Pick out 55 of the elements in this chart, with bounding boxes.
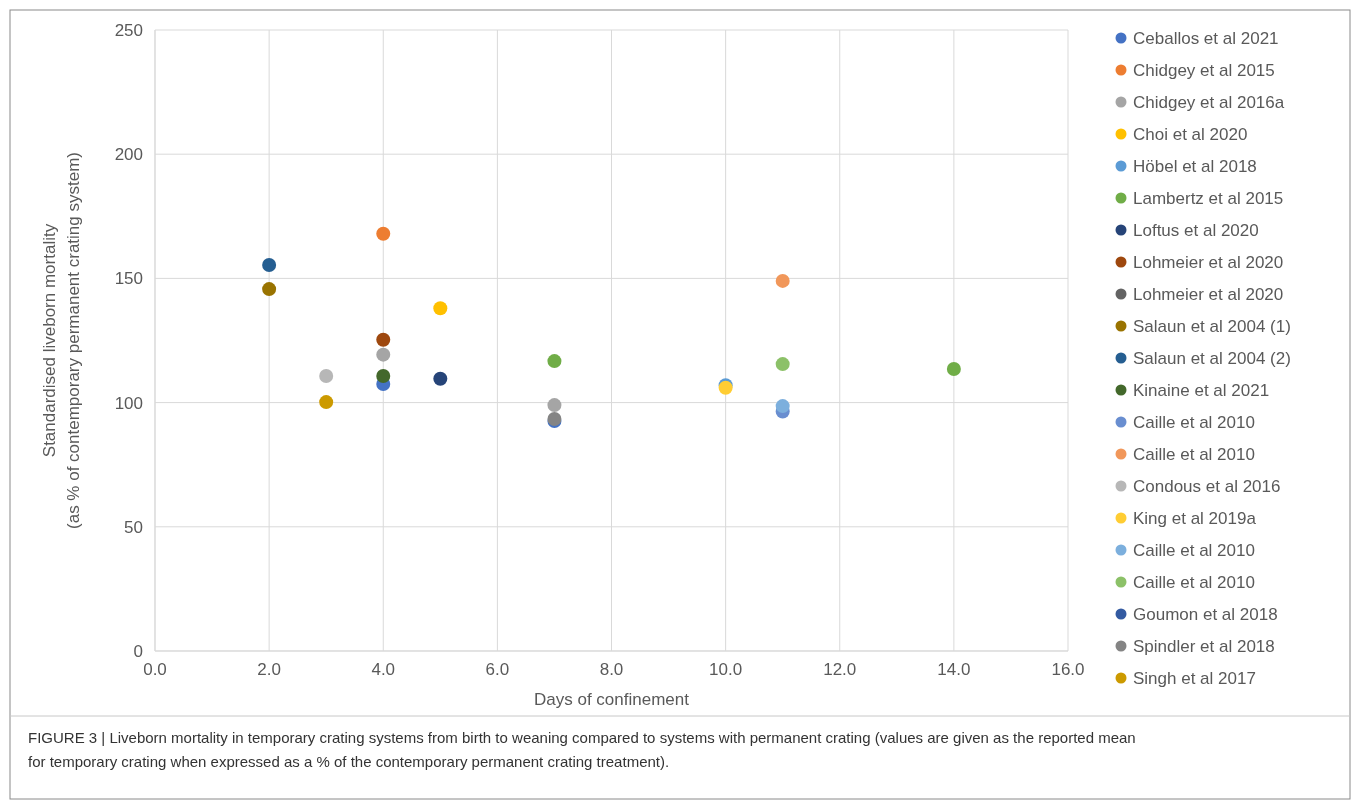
y-axis-title: Standardised liveborn mortality (as % of contemporary permanent crating system) — [40, 152, 83, 529]
point — [376, 369, 391, 384]
y-tick-label: 0 — [133, 641, 143, 661]
point — [547, 354, 562, 369]
point — [376, 226, 391, 241]
point — [262, 282, 277, 297]
point — [547, 398, 562, 413]
x-tick-label: 2.0 — [257, 660, 281, 679]
legend-label: Chidgey et al 2015 — [1133, 60, 1275, 80]
point — [775, 273, 790, 288]
legend-label: Caille et al 2010 — [1133, 540, 1255, 560]
point — [319, 395, 334, 410]
legend-label: Choi et al 2020 — [1133, 124, 1248, 144]
x-tick-label: 8.0 — [599, 660, 624, 679]
legend-label: Höbel et al 2018 — [1133, 156, 1257, 176]
point — [775, 399, 790, 414]
x-tick-label: 0.0 — [143, 660, 167, 679]
y-tick-label: 150 — [114, 269, 143, 289]
legend-label: Salaun et al 2004 (1) — [1133, 316, 1291, 336]
y-tick-label: 100 — [114, 393, 143, 413]
legend-label: Caille et al 2010 — [1133, 412, 1255, 432]
legend-label: Singh et al 2017 — [1133, 668, 1256, 688]
legend-label: King et al 2019a — [1133, 508, 1257, 528]
point — [433, 301, 448, 316]
point — [775, 357, 790, 372]
point — [376, 332, 391, 347]
x-axis-title: Days of confinement — [534, 690, 690, 709]
point — [376, 347, 391, 362]
legend-label: Kinaine et al 2021 — [1133, 380, 1270, 400]
x-tick-label: 16.0 — [1051, 660, 1085, 679]
legend-label: Salaun et al 2004 (2) — [1133, 348, 1291, 368]
legend-label: Goumon et al 2018 — [1133, 604, 1278, 624]
legend-label: Chidgey et al 2016a — [1133, 92, 1285, 112]
x-tick-label: 12.0 — [823, 660, 857, 679]
point — [319, 369, 334, 384]
legend-label: Loftus et al 2020 — [1133, 220, 1259, 240]
legend-label: Condous et al 2016 — [1133, 476, 1281, 496]
point — [946, 362, 961, 377]
legend-label: Lohmeier et al 2020 — [1133, 252, 1284, 272]
x-tick-label: 14.0 — [937, 660, 971, 679]
legend-label: Spindler et al 2018 — [1133, 636, 1275, 656]
caption: FIGURE 3 | Liveborn mortality in temporary crating systems from birth to weaning compared to systems with permanent crating (values are given as the reported mean for temporary crating when expressed as a % of the contemporary permanent crating treatment). — [28, 729, 1136, 770]
x-tick-label: 4.0 — [371, 660, 396, 679]
legend-label: Caille et al 2010 — [1133, 444, 1255, 464]
legend-label: Caille et al 2010 — [1133, 572, 1255, 592]
point — [262, 258, 277, 272]
y-tick-label: 250 — [114, 20, 143, 40]
y-tick-label: 50 — [124, 517, 143, 537]
x-tick-label: 6.0 — [485, 660, 510, 679]
point — [433, 371, 448, 386]
legend-label: Lohmeier et al 2020 — [1133, 284, 1284, 304]
legend-label: Ceballos et al 2021 — [1133, 28, 1279, 48]
y-tick-label: 200 — [114, 145, 143, 165]
legend-label: Lambertz et al 2015 — [1133, 188, 1284, 208]
x-tick-label: 10.0 — [709, 660, 743, 679]
